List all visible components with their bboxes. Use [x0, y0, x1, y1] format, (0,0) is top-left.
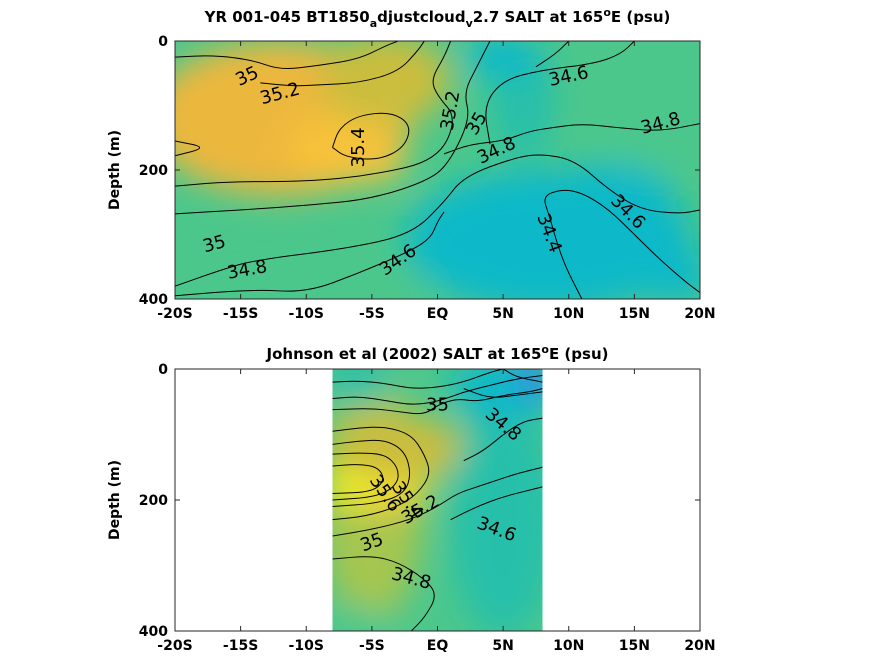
y-tick-label: 0 — [158, 34, 168, 50]
x-axis: -20S -15S -10S -5S EQ 5N 10N 15N 20N — [157, 41, 716, 322]
contour-line — [332, 375, 543, 405]
x-tick-label: 5N — [492, 306, 513, 322]
field-blob — [332, 369, 392, 406]
contour-line — [332, 466, 543, 537]
x-tick-label: -5S — [359, 306, 385, 322]
contour-label: 35 — [426, 395, 449, 416]
x-tick-label: -15S — [223, 638, 258, 654]
field-blob — [450, 401, 543, 631]
contour-line — [463, 417, 543, 462]
contour-line — [463, 388, 543, 398]
y-tick-label: 0 — [158, 362, 168, 378]
x-tick-label: -5S — [359, 638, 385, 654]
title-part: Johnson et al (2002) SALT at 165 — [266, 345, 542, 363]
chart-title: Johnson et al (2002) SALT at 165oE (psu) — [266, 343, 609, 363]
title-part: YR 001-045 BT1850 — [204, 8, 370, 26]
contour-label: 35.4 — [348, 127, 369, 167]
y-tick-label: 400 — [139, 624, 168, 640]
x-tick-label: 20N — [684, 638, 715, 654]
field-blob — [595, 79, 700, 170]
y-axis: 0 200 400 — [139, 362, 700, 640]
title-part: E (psu) — [611, 8, 671, 26]
contour-line — [332, 452, 399, 501]
field-blob — [319, 41, 451, 125]
title-part: E (psu) — [549, 345, 609, 363]
contour-line — [332, 369, 504, 389]
x-tick-label: EQ — [427, 306, 449, 322]
title-part: 2.7 SALT at 165 — [473, 8, 604, 26]
y-axis-label: Depth (m) — [107, 130, 123, 210]
field-blob — [175, 126, 221, 172]
contour-lines — [332, 369, 543, 631]
contour-line — [443, 123, 700, 155]
x-tick-label: -15S — [223, 306, 258, 322]
contour-line — [332, 426, 430, 521]
field-blob — [332, 604, 392, 631]
x-tick-label: -10S — [289, 306, 324, 322]
contour-line — [332, 388, 543, 415]
contour-line — [175, 41, 453, 187]
x-tick-label: 20N — [684, 306, 715, 322]
contour-line — [332, 556, 435, 631]
field-blob — [175, 273, 438, 299]
contour-line — [175, 211, 445, 297]
y-tick-label: 400 — [139, 292, 168, 308]
title-part: a — [370, 17, 377, 30]
contour-line — [332, 464, 384, 494]
field-blob — [634, 250, 700, 299]
x-tick-label: 10N — [553, 306, 584, 322]
contour-line — [175, 140, 201, 157]
contour-line — [175, 41, 491, 215]
field-blob — [463, 41, 543, 80]
y-axis: 0 200 400 — [139, 34, 700, 308]
contour-line — [544, 189, 700, 299]
x-axis: -20S -15S -10S -5S EQ 5N 10N 15N 20N — [157, 369, 716, 654]
x-tick-label: -20S — [157, 638, 192, 654]
contour-line — [450, 486, 543, 521]
contour-line — [260, 41, 425, 87]
contour-line — [502, 369, 543, 383]
x-tick-label: 15N — [619, 638, 650, 654]
contour-line — [175, 41, 399, 69]
contour-line — [332, 112, 410, 160]
x-tick-label: 5N — [492, 638, 513, 654]
contour-line — [175, 154, 700, 287]
title-part: o — [603, 6, 611, 19]
x-tick-label: EQ — [427, 638, 449, 654]
x-tick-label: 10N — [553, 638, 584, 654]
x-tick-label: -10S — [289, 638, 324, 654]
y-axis-label: Depth (m) — [107, 460, 123, 540]
title-part: o — [541, 343, 549, 356]
title-part: djustcloud — [377, 8, 465, 26]
x-tick-label: 15N — [619, 306, 650, 322]
y-tick-label: 200 — [139, 493, 168, 509]
title-part: v — [466, 17, 474, 30]
contour-line — [332, 439, 411, 508]
contour-line — [485, 41, 635, 145]
contour-line — [535, 41, 570, 68]
y-tick-label: 200 — [139, 163, 168, 179]
salinity-field — [332, 369, 543, 631]
field-blob — [325, 144, 405, 183]
x-tick-label: -20S — [157, 306, 192, 322]
chart-title: YR 001-045 BT1850adjustcloudv2.7 SALT at… — [204, 6, 671, 30]
panel-1: 3535.235.435.23534.834.634.834.634.43534… — [107, 6, 716, 322]
contour-lines — [175, 41, 700, 299]
field-blob — [542, 163, 674, 229]
